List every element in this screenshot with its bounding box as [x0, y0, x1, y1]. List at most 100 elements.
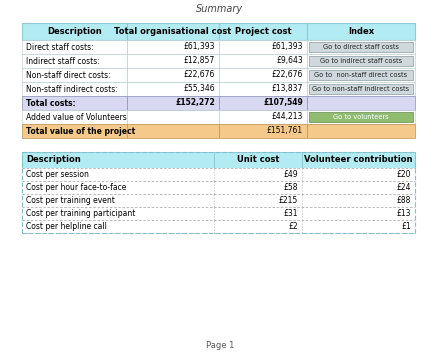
Bar: [22, 152, 214, 168]
Text: £22,676: £22,676: [183, 71, 215, 79]
Bar: [307, 40, 415, 54]
Text: Total organisational cost: Total organisational cost: [114, 27, 232, 36]
Bar: [302, 207, 415, 220]
Bar: [214, 152, 302, 168]
Bar: [307, 124, 415, 138]
Text: £152,272: £152,272: [175, 98, 215, 108]
Bar: [214, 220, 302, 233]
Text: Non-staff indirect costs:: Non-staff indirect costs:: [26, 84, 118, 94]
Text: Summary: Summary: [196, 4, 244, 14]
Bar: [309, 112, 413, 122]
Text: Unit cost: Unit cost: [237, 156, 279, 164]
Bar: [214, 207, 302, 220]
Bar: [127, 40, 219, 54]
Bar: [307, 23, 415, 40]
Text: £13,837: £13,837: [271, 84, 303, 94]
Text: £1: £1: [401, 222, 411, 231]
Text: £24: £24: [396, 183, 411, 192]
Bar: [219, 23, 307, 40]
Text: Cost per training participant: Cost per training participant: [26, 209, 136, 218]
Bar: [219, 40, 307, 54]
Text: Go to  non-staff direct costs: Go to non-staff direct costs: [315, 72, 407, 78]
Bar: [307, 96, 415, 110]
Text: Cost per hour face-to-face: Cost per hour face-to-face: [26, 183, 126, 192]
Text: Go to volunteers: Go to volunteers: [333, 114, 389, 120]
Bar: [22, 220, 214, 233]
Text: Description: Description: [26, 156, 81, 164]
Text: £22,676: £22,676: [271, 71, 303, 79]
Text: Go to non-staff indirect costs: Go to non-staff indirect costs: [312, 86, 410, 92]
Bar: [309, 70, 413, 80]
Text: £88: £88: [396, 196, 411, 205]
Bar: [22, 40, 127, 54]
Text: Direct staff costs:: Direct staff costs:: [26, 42, 94, 52]
Text: Go to indirect staff costs: Go to indirect staff costs: [320, 58, 402, 64]
Bar: [22, 194, 214, 207]
Bar: [309, 42, 413, 52]
Text: Volunteer contribution: Volunteer contribution: [304, 156, 413, 164]
Text: Indirect staff costs:: Indirect staff costs:: [26, 56, 100, 66]
Text: £55,346: £55,346: [183, 84, 215, 94]
Bar: [214, 194, 302, 207]
Text: Non-staff direct costs:: Non-staff direct costs:: [26, 71, 110, 79]
Text: Cost per helpline call: Cost per helpline call: [26, 222, 107, 231]
Bar: [127, 54, 219, 68]
Text: £215: £215: [279, 196, 298, 205]
Text: Index: Index: [348, 27, 374, 36]
Text: £2: £2: [288, 222, 298, 231]
Bar: [219, 124, 307, 138]
Bar: [302, 181, 415, 194]
Text: £20: £20: [396, 170, 411, 179]
Bar: [219, 68, 307, 82]
Bar: [22, 23, 127, 40]
Bar: [22, 110, 127, 124]
Bar: [307, 110, 415, 124]
Bar: [127, 23, 219, 40]
Bar: [214, 181, 302, 194]
Bar: [219, 110, 307, 124]
Text: Cost per training event: Cost per training event: [26, 196, 115, 205]
Text: Total costs:: Total costs:: [26, 98, 76, 108]
Bar: [22, 82, 127, 96]
Bar: [309, 84, 413, 94]
Text: £31: £31: [283, 209, 298, 218]
Text: £44,213: £44,213: [271, 113, 303, 121]
Text: Page 1: Page 1: [206, 341, 234, 349]
Bar: [302, 194, 415, 207]
Text: £61,393: £61,393: [271, 42, 303, 52]
Text: £13: £13: [396, 209, 411, 218]
Bar: [127, 124, 219, 138]
Text: £151,761: £151,761: [267, 126, 303, 136]
Text: £12,857: £12,857: [184, 56, 215, 66]
Text: £61,393: £61,393: [183, 42, 215, 52]
Text: £58: £58: [283, 183, 298, 192]
Bar: [127, 110, 219, 124]
Bar: [22, 68, 127, 82]
Text: Cost per session: Cost per session: [26, 170, 89, 179]
Bar: [219, 96, 307, 110]
Bar: [309, 56, 413, 66]
Bar: [127, 96, 219, 110]
Bar: [219, 82, 307, 96]
Bar: [307, 54, 415, 68]
Bar: [22, 96, 127, 110]
Text: £9,643: £9,643: [276, 56, 303, 66]
Bar: [22, 168, 214, 181]
Bar: [307, 82, 415, 96]
Text: £107,549: £107,549: [263, 98, 303, 108]
Bar: [219, 54, 307, 68]
Bar: [22, 124, 127, 138]
Bar: [22, 54, 127, 68]
Bar: [302, 168, 415, 181]
Bar: [302, 152, 415, 168]
Bar: [127, 82, 219, 96]
Bar: [22, 181, 214, 194]
Bar: [214, 168, 302, 181]
Text: Total value of the project: Total value of the project: [26, 126, 135, 136]
Text: Description: Description: [47, 27, 102, 36]
Bar: [307, 68, 415, 82]
Text: Project cost: Project cost: [235, 27, 291, 36]
Text: £49: £49: [283, 170, 298, 179]
Bar: [127, 68, 219, 82]
Text: Added value of Volunteers: Added value of Volunteers: [26, 113, 127, 121]
